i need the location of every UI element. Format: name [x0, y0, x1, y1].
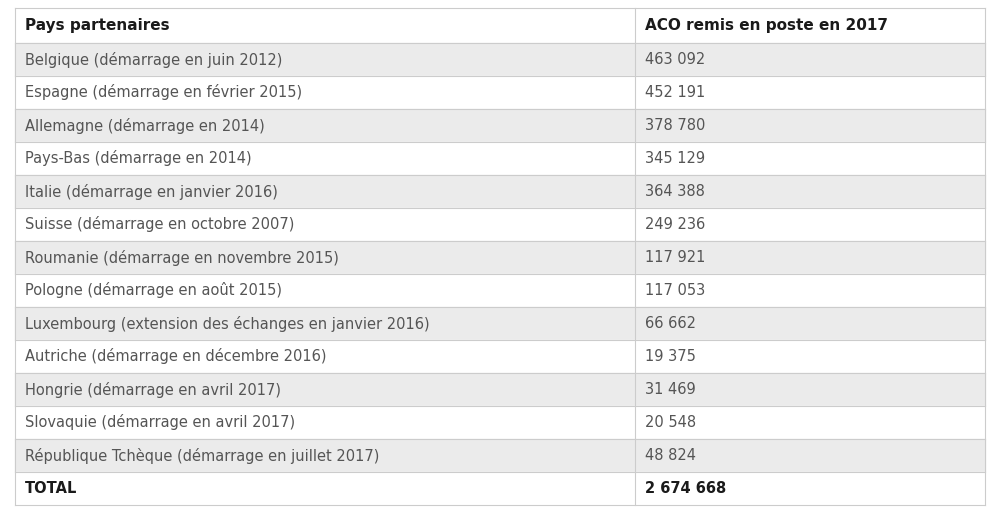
Bar	[15, 373, 635, 406]
Text: 117 053: 117 053	[645, 283, 705, 298]
Text: Roumanie (démarrage en novembre 2015): Roumanie (démarrage en novembre 2015)	[25, 249, 339, 266]
Text: 463 092: 463 092	[645, 52, 705, 67]
Bar	[635, 208, 985, 241]
Text: Luxembourg (extension des échanges en janvier 2016): Luxembourg (extension des échanges en ja…	[25, 315, 430, 331]
Bar	[15, 472, 635, 505]
Text: Slovaquie (démarrage en avril 2017): Slovaquie (démarrage en avril 2017)	[25, 415, 295, 431]
Text: 117 921: 117 921	[645, 250, 705, 265]
Text: Suisse (démarrage en octobre 2007): Suisse (démarrage en octobre 2007)	[25, 217, 294, 232]
Text: Italie (démarrage en janvier 2016): Italie (démarrage en janvier 2016)	[25, 183, 278, 200]
Bar	[15, 208, 635, 241]
Bar	[635, 472, 985, 505]
Bar	[635, 406, 985, 439]
Bar	[635, 307, 985, 340]
Text: 2 674 668: 2 674 668	[645, 481, 726, 496]
Bar	[635, 274, 985, 307]
Text: Hongrie (démarrage en avril 2017): Hongrie (démarrage en avril 2017)	[25, 381, 281, 397]
Text: 20 548: 20 548	[645, 415, 696, 430]
Bar	[635, 109, 985, 142]
Bar	[635, 340, 985, 373]
Text: TOTAL: TOTAL	[25, 481, 77, 496]
Text: Pays-Bas (démarrage en 2014): Pays-Bas (démarrage en 2014)	[25, 151, 252, 166]
Bar	[15, 175, 635, 208]
Bar	[15, 43, 635, 76]
Bar	[635, 8, 985, 43]
Text: 48 824: 48 824	[645, 448, 696, 463]
Bar	[635, 76, 985, 109]
Text: Pologne (démarrage en août 2015): Pologne (démarrage en août 2015)	[25, 283, 282, 298]
Text: Belgique (démarrage en juin 2012): Belgique (démarrage en juin 2012)	[25, 52, 282, 68]
Bar	[15, 76, 635, 109]
Bar	[635, 142, 985, 175]
Bar	[15, 241, 635, 274]
Text: Autriche (démarrage en décembre 2016): Autriche (démarrage en décembre 2016)	[25, 349, 326, 365]
Text: Allemagne (démarrage en 2014): Allemagne (démarrage en 2014)	[25, 117, 265, 134]
Text: 249 236: 249 236	[645, 217, 705, 232]
Text: République Tchèque (démarrage en juillet 2017): République Tchèque (démarrage en juillet…	[25, 447, 379, 463]
Text: 19 375: 19 375	[645, 349, 696, 364]
Bar	[15, 406, 635, 439]
Bar	[15, 8, 635, 43]
Text: 452 191: 452 191	[645, 85, 705, 100]
Bar	[15, 340, 635, 373]
Bar	[635, 373, 985, 406]
Bar	[15, 109, 635, 142]
Text: 31 469: 31 469	[645, 382, 696, 397]
Bar	[15, 274, 635, 307]
Bar	[635, 241, 985, 274]
Text: 364 388: 364 388	[645, 184, 705, 199]
Text: 345 129: 345 129	[645, 151, 705, 166]
Text: 66 662: 66 662	[645, 316, 696, 331]
Bar	[635, 439, 985, 472]
Text: ACO remis en poste en 2017: ACO remis en poste en 2017	[645, 18, 888, 33]
Text: Pays partenaires: Pays partenaires	[25, 18, 170, 33]
Bar	[15, 142, 635, 175]
Bar	[15, 439, 635, 472]
Text: 378 780: 378 780	[645, 118, 705, 133]
Text: Espagne (démarrage en février 2015): Espagne (démarrage en février 2015)	[25, 84, 302, 100]
Bar	[15, 307, 635, 340]
Bar	[635, 43, 985, 76]
Bar	[635, 175, 985, 208]
